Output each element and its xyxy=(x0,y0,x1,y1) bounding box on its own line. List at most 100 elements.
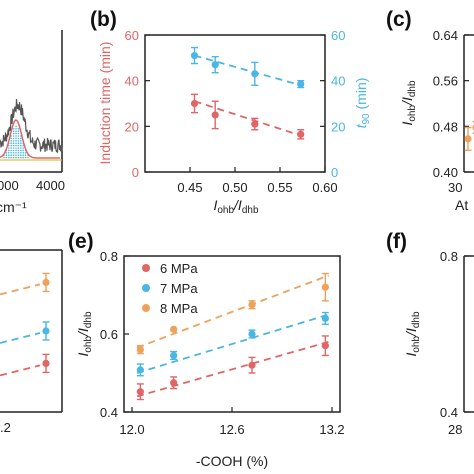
panel-e-y-title-sep: /I xyxy=(75,328,91,337)
panel-b-x-tick-label: 0.45 xyxy=(177,180,202,195)
spectrum-fill-dot xyxy=(5,154,8,156)
panel-e-cyan-data-point xyxy=(170,351,178,360)
panel-b-red-data-point xyxy=(251,120,259,128)
panel-e-chart: (e) 12.0 12.6 13.2 0.4 0.6 0.8 6 MPa 7 MPa 8 MP… xyxy=(68,230,345,469)
panel-e-cyan-data-point xyxy=(321,314,329,322)
panel-f-x-tick-label: 28 xyxy=(448,422,462,437)
spectrum-fit-curve xyxy=(0,119,60,159)
spectrum-fill-dot xyxy=(12,147,15,149)
spectrum-fill-dot xyxy=(20,156,22,159)
panel-c-x-axis-title: At xyxy=(455,197,468,213)
spectrum-fill-dot xyxy=(8,154,10,156)
panel-e-red-data-point xyxy=(248,361,256,369)
panel-b-cyan-data-point xyxy=(190,51,199,60)
panel-e-label: (e) xyxy=(68,230,94,253)
panel-e-y-tick-label: 0.6 xyxy=(100,327,118,342)
spectrum-fill-dot xyxy=(15,147,17,149)
spectrum-fill-dot xyxy=(8,152,10,154)
spectrum-fill-dot xyxy=(17,132,20,135)
panel-b-y2-tick-label: 0 xyxy=(331,165,338,180)
panel-c-y-tick-label: 0.48 xyxy=(433,119,458,134)
panel-e-legend-label: 7 MPa xyxy=(160,281,198,296)
spectrum-fill-dot xyxy=(17,154,20,156)
spectrum-fill-dot xyxy=(15,140,17,142)
spectrum-fill-dot xyxy=(24,154,27,156)
spectrum-highlighted-region xyxy=(3,125,29,159)
spectrum-fill-dot xyxy=(10,147,12,149)
panel-b-red-data-point xyxy=(297,130,305,138)
panel-e-cyan-data-point xyxy=(136,366,144,374)
panel-d-chart: .2 xyxy=(0,249,63,435)
spectrum-fill-dot xyxy=(15,152,17,154)
spectrum-fill-dot xyxy=(15,144,17,147)
spectrum-fill-dot xyxy=(12,140,15,142)
panel-e-cyan-fit-line xyxy=(136,313,329,374)
spectrum-fill-dot xyxy=(17,140,20,142)
spectrum-fill-dot xyxy=(10,144,12,147)
panel-b-x-tick-label: 0.55 xyxy=(267,180,292,195)
spectrum-fill-dot xyxy=(8,149,10,152)
panel-e-y-title-sub1: ohb xyxy=(83,336,94,353)
panel-e-marks xyxy=(136,272,329,401)
spectrum-fill-dot xyxy=(8,156,10,159)
panel-e-y-tick-label: 0.4 xyxy=(100,405,118,420)
spectrum-fill-dot xyxy=(20,140,22,142)
panel-b-y-tick-label: 60 xyxy=(125,28,139,43)
spectrum-fill-dot xyxy=(15,135,17,137)
panel-c-y-axis-title: Iohb/Idhb xyxy=(399,80,418,125)
panel-b-x-title-sep: /I xyxy=(233,197,242,213)
spectrum-fill-dot xyxy=(15,130,17,132)
spectrum-fill-dot xyxy=(20,142,22,144)
panel-e-legend-marker xyxy=(142,304,150,312)
panel-b-plot-frame xyxy=(144,34,326,173)
spectrum-fill-dot xyxy=(22,154,25,156)
panel-a-spectrum: 000 4000 cm⁻¹ xyxy=(0,30,65,215)
panel-b-x-title-sub2: dhb xyxy=(242,205,259,216)
panel-e-legend: 6 MPa 7 MPa 8 MPa xyxy=(142,261,198,316)
spectrum-fill-dot xyxy=(20,137,22,140)
panel-b-y-axis-title: Induction time (min) xyxy=(97,42,113,165)
panel-b-red-data-point xyxy=(190,99,199,108)
spectrum-fill-dot xyxy=(12,128,15,130)
panel-f-y-tick-label: 0.8 xyxy=(440,249,458,264)
spectrum-fill-dot xyxy=(20,149,22,152)
panel-b-y2-tick-label: 40 xyxy=(331,74,345,89)
spectrum-fill-dot xyxy=(10,156,12,159)
spectrum-fill-dot xyxy=(12,149,15,152)
spectrum-fill-dot xyxy=(17,149,20,152)
spectrum-fill-dot xyxy=(15,149,17,152)
spectrum-fill-dot xyxy=(8,147,10,149)
panel-b-x-tick-label: 0.60 xyxy=(312,180,337,195)
panel-c-orange-data-point xyxy=(464,135,472,143)
panel-d-tick-label: .2 xyxy=(0,420,11,435)
panel-e-cyan-data-point xyxy=(248,330,256,338)
panel-c-y-tick-label: 0.64 xyxy=(433,28,458,43)
panel-e-red-data-point xyxy=(321,342,329,350)
spectrum-fill-dot xyxy=(15,132,17,135)
spectrum-fill-dot xyxy=(12,137,15,140)
spectrum-fill-dot xyxy=(22,149,25,152)
spectrum-fill-dot xyxy=(17,144,20,147)
panel-e-x-axis-title: -COOH (%) xyxy=(196,453,268,469)
panel-b-x-title-main: I xyxy=(213,197,217,213)
panel-e-legend-marker xyxy=(142,264,150,272)
spectrum-fill-dot xyxy=(15,154,17,156)
spectrum-fill-dot xyxy=(22,147,25,149)
spectrum-fill-dot xyxy=(10,142,12,144)
panel-b-y2-tick-label: 60 xyxy=(331,28,345,43)
panel-c-y-tick-label: 0.56 xyxy=(433,74,458,89)
spectrum-fill-dot xyxy=(15,137,17,140)
spectrum-fill-dot xyxy=(12,152,15,154)
panel-f-y-title-sep: /I xyxy=(403,328,419,337)
panel-e-y-title-main: I xyxy=(75,353,91,357)
panel-a-x-axis-title: cm⁻¹ xyxy=(0,199,27,215)
spectrum-fill-dot xyxy=(17,156,20,159)
spectrum-fill-dot xyxy=(10,149,12,152)
spectrum-fill-dot xyxy=(10,137,12,140)
spectrum-fill-dot xyxy=(12,130,15,132)
spectrum-fill-dot xyxy=(20,154,22,156)
spectrum-fill-dot xyxy=(24,156,27,159)
panel-d-data-point xyxy=(42,327,50,335)
spectrum-fill-dot xyxy=(20,144,22,147)
